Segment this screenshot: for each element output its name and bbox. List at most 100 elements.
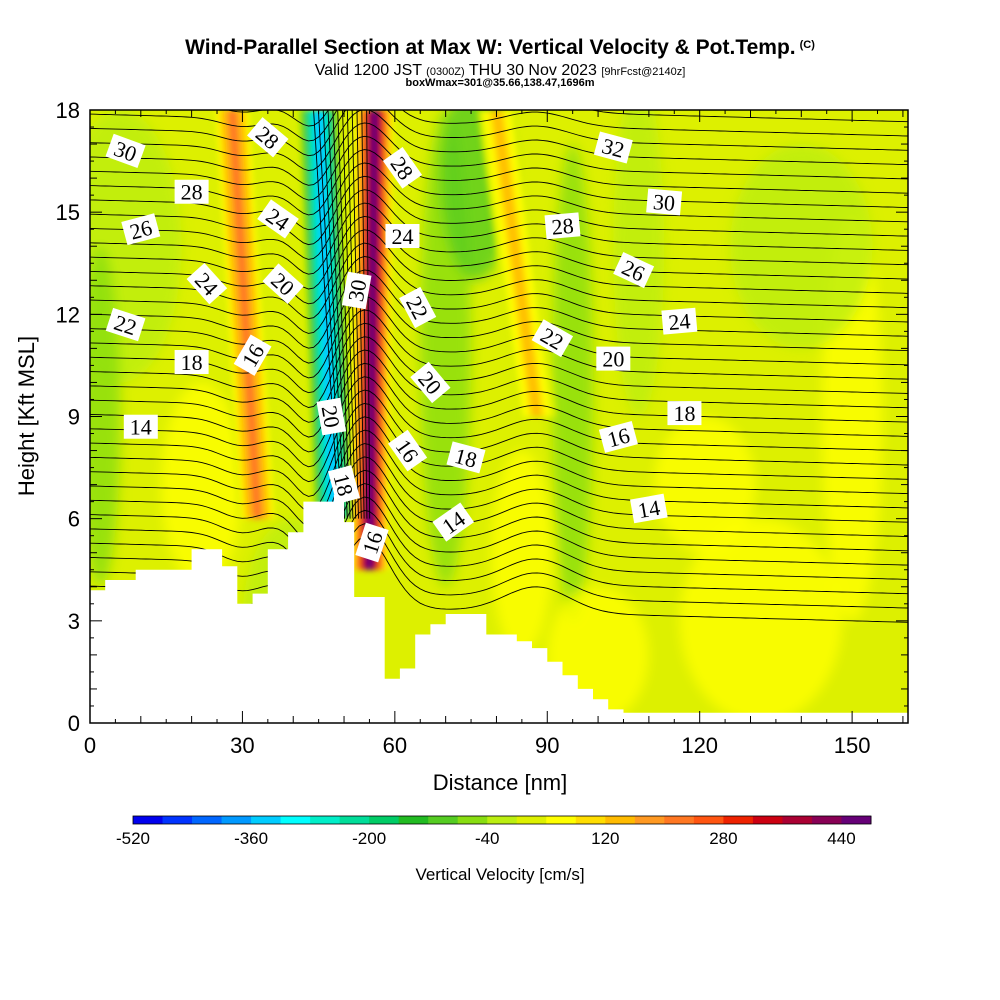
contour-label-box [410,361,451,404]
contour-label-box [262,263,304,304]
theta-contour [90,416,908,512]
title-text: Wind-Parallel Section at Max W: Vertical… [185,36,796,59]
theta-contour [90,242,908,320]
contour-label: 22 [399,286,437,329]
contour-label: 14 [630,493,668,524]
colorbar-swatch [339,816,370,824]
theta-contour [90,135,908,201]
forecast-info: [9hrFcst@2140z] [601,66,686,78]
contour-label-text: 18 [181,350,203,375]
contour-label-text: 28 [551,213,575,240]
theta-contour [90,336,908,423]
colorbar-tick-label: -360 [234,829,268,848]
contour-label-text: 20 [317,404,345,430]
colorbar-swatch [162,816,193,824]
contour-label: 18 [174,350,209,375]
theta-contour [90,110,908,171]
contour-label: 22 [531,319,574,358]
colorbar-swatch [398,816,429,824]
contour-label-box [355,522,389,563]
colorbar-swatch [723,816,754,824]
y-axis-label: Height [Kft MSL] [14,336,39,496]
terrain [90,494,908,723]
theta-contour [90,389,908,483]
colorbar-swatch [664,816,695,824]
colorbar-swatch [605,816,636,824]
y-tick-label: 15 [56,200,80,225]
colorbar-tick-label: 280 [709,829,737,848]
contour-label-text: 24 [391,224,413,249]
colorbar-swatch [811,816,842,824]
theta-contour [90,149,908,216]
theta-contour [90,256,908,334]
contour-label-box [233,334,272,376]
colorbar-swatch [634,816,665,824]
x-tick-label: 60 [383,733,407,758]
x-tick-label: 90 [535,733,559,758]
contour-label-box [544,212,581,240]
y-tick-label: 3 [68,609,80,634]
colorbar-swatch [752,816,783,824]
contour-label-box [186,262,228,305]
theta-contour-steep [361,110,368,519]
theta-contour-steep [327,110,348,519]
x-tick-label: 120 [681,733,718,758]
theta-contour [90,282,908,364]
theta-contour [90,309,908,394]
box-wmax-info: boxWmax=301@35.66,138.47,1696m [405,77,595,89]
theta-contour [90,362,908,453]
contour-label-box [174,179,209,204]
colorbar-swatch [516,816,547,824]
contour-label: 20 [316,397,347,436]
theta-contour [226,110,908,127]
contour-label-box [382,147,423,189]
theta-contour [90,443,908,542]
colorbar-tick-label: 440 [827,829,855,848]
colorbar-swatch [546,816,577,824]
contour-label: 28 [544,212,581,240]
contour-label-text: 30 [343,278,371,304]
theta-contour [90,122,908,186]
colorbar-tick-label: -40 [475,829,500,848]
contour-label: 30 [341,271,372,310]
valid-date: THU 30 Nov 2023 [468,62,597,79]
contour-label-box [247,117,289,158]
theta-contour [90,189,908,260]
theta-contour-labels: 3028262422181428242016302018162824222016… [105,117,702,563]
colorbar-tick-label: -200 [352,829,386,848]
contour-label-text: 24 [667,308,691,335]
theta-contour [90,403,908,497]
colorbar-tick-label: -520 [116,829,150,848]
theta-contour-steep [346,110,359,519]
colorbar-swatch [841,816,872,824]
w-patch [491,450,553,655]
theta-contour [90,229,908,305]
contour-label-box [661,307,698,335]
contour-label-box [257,199,299,239]
theta-contour-steep [337,110,354,519]
contour-label: 30 [105,133,146,168]
theta-contour [90,429,908,527]
w-patch [730,144,873,349]
contour-label-box [316,397,347,436]
theta-contour [90,215,908,290]
y-tick-label: 12 [56,302,80,327]
theta-contour-steep [342,110,357,519]
contour-label: 26 [121,213,161,246]
theta-contour [90,469,908,571]
contour-label: 18 [667,401,702,426]
theta-contour [90,296,908,379]
theta-contour [90,456,908,557]
contour-label-box [105,307,146,342]
contour-label-box [399,286,437,329]
w-patch [653,416,756,553]
contour-label-box [598,420,638,453]
colorbar-swatch [575,816,606,824]
contour-label-box [630,493,668,524]
contour-label: 22 [105,307,146,342]
contour-label: 14 [123,414,158,440]
x-tick-label: 30 [230,733,254,758]
contour-label-box [446,441,486,474]
colorbar-label: Vertical Velocity [cm/s] [415,865,584,884]
